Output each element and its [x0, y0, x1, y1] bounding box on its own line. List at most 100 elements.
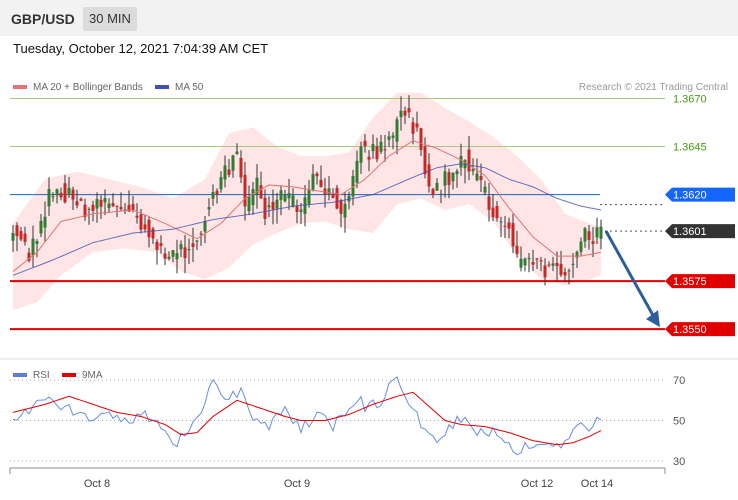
level-tag — [665, 322, 735, 337]
ma20-line — [12, 140, 602, 272]
candle-body — [403, 110, 407, 116]
candle-body — [555, 262, 559, 267]
candle-body — [331, 194, 335, 198]
x-tick-label: Oct 12 — [521, 478, 553, 490]
candle-body — [311, 173, 315, 190]
candle-body — [219, 177, 223, 190]
candle-body — [475, 173, 479, 181]
x-tick-label: Oct 14 — [581, 478, 613, 490]
candle-body — [267, 205, 271, 208]
candle-body — [599, 226, 603, 239]
candle-body — [259, 185, 263, 199]
candle-body — [95, 199, 99, 209]
candle-body — [559, 263, 563, 275]
candle-body — [359, 146, 363, 163]
candle-body — [367, 156, 371, 160]
candle-body — [351, 176, 355, 197]
candle-body — [543, 265, 547, 278]
candle-body — [307, 190, 311, 205]
candle-body — [495, 205, 499, 219]
candle-body — [27, 252, 31, 261]
candle-body — [391, 135, 395, 138]
candle-body — [451, 172, 455, 182]
candle-body — [255, 177, 259, 194]
candle-body — [447, 172, 451, 185]
rsi-tick-label: 30 — [673, 456, 685, 468]
candle-body — [199, 233, 203, 235]
candle-body — [319, 179, 323, 188]
candle-body — [51, 196, 55, 198]
candle-body — [159, 243, 163, 246]
level-label: 1.3620 — [673, 190, 707, 202]
level-label: 1.3601 — [673, 226, 707, 238]
candle-body — [71, 189, 75, 200]
candle-body — [467, 149, 471, 172]
candle-body — [207, 207, 211, 210]
rsi-line — [12, 376, 602, 456]
candle-body — [175, 253, 179, 260]
candle-body — [191, 243, 195, 248]
candle-body — [195, 240, 199, 242]
candle-body — [39, 220, 43, 234]
candle-body — [439, 193, 443, 195]
candle-body — [147, 219, 151, 238]
candle-body — [575, 251, 579, 258]
candle-body — [103, 198, 107, 203]
candle-body — [183, 247, 187, 259]
candle-body — [15, 225, 19, 237]
candle-body — [179, 244, 183, 250]
candle-body — [107, 203, 111, 209]
candle-body — [347, 196, 351, 202]
candle-body — [287, 193, 291, 199]
level-tag — [665, 224, 735, 239]
candle-body — [55, 189, 59, 196]
candle-body — [371, 144, 375, 152]
candle-body — [427, 164, 431, 187]
ma20-legend-label: MA 20 + Bollinger Bands — [33, 82, 143, 93]
rsi-legend-swatch — [13, 373, 27, 377]
candle-body — [295, 206, 299, 212]
candle-body — [487, 196, 491, 210]
candle-body — [119, 206, 123, 210]
candle-body — [411, 122, 415, 134]
candle-body — [67, 187, 71, 195]
candle-body — [139, 214, 143, 230]
candle-body — [591, 241, 595, 244]
candle-body — [163, 253, 167, 259]
candle-body — [547, 264, 551, 266]
candle-body — [279, 190, 283, 200]
ma9-legend-label: 9MA — [82, 370, 103, 381]
candle-body — [87, 208, 91, 210]
rsi-ma9-line — [12, 391, 602, 446]
candle-body — [587, 231, 591, 240]
candle-body — [443, 171, 447, 186]
candle-body — [203, 221, 207, 232]
level-label: 1.3575 — [673, 276, 707, 288]
candle-body — [151, 228, 155, 239]
candle-body — [243, 174, 247, 207]
candle-body — [327, 188, 331, 195]
candle-body — [551, 263, 555, 266]
candle-body — [415, 123, 419, 128]
candle-body — [507, 222, 511, 229]
candle-body — [123, 209, 127, 211]
candle-body — [19, 231, 23, 240]
candle-body — [503, 225, 507, 227]
candle-body — [171, 250, 175, 257]
candle-body — [35, 241, 39, 244]
candle-body — [535, 258, 539, 260]
timeframe-button[interactable]: 30 MIN — [83, 7, 137, 31]
candle-body — [283, 194, 287, 202]
candle-body — [47, 189, 51, 207]
candle-body — [315, 173, 319, 177]
candle-body — [563, 272, 567, 276]
candle-body — [167, 256, 171, 259]
candle-body — [363, 140, 367, 146]
candle-body — [83, 204, 87, 217]
candle-body — [63, 183, 67, 203]
candle-body — [431, 188, 435, 196]
ma9-legend-swatch — [62, 373, 76, 377]
ma50-legend-label: MA 50 — [175, 82, 204, 93]
level-tag — [665, 274, 735, 289]
credit-text: Research © 2021 Trading Central — [579, 82, 728, 93]
